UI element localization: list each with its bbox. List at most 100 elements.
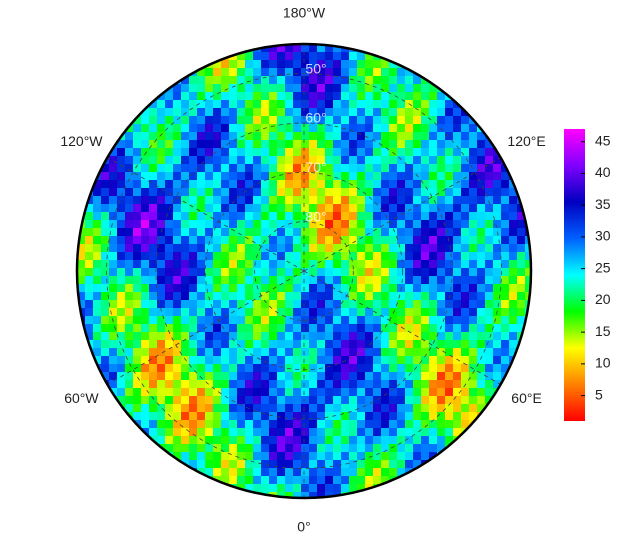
map-cell	[333, 68, 342, 77]
map-cell	[197, 356, 206, 365]
map-cell	[189, 220, 198, 229]
map-cell	[157, 156, 166, 165]
map-cell	[461, 300, 470, 309]
map-cell	[333, 356, 342, 365]
map-cell	[413, 404, 422, 413]
map-cell	[429, 308, 438, 317]
map-cell	[469, 188, 478, 197]
map-cell	[301, 380, 310, 389]
map-cell	[261, 100, 270, 109]
map-cell	[229, 228, 238, 237]
map-cell	[221, 300, 230, 309]
map-cell	[285, 332, 294, 341]
map-cell	[229, 420, 238, 429]
map-cell	[277, 300, 286, 309]
map-cell	[141, 268, 150, 277]
map-cell	[221, 292, 230, 301]
map-cell	[429, 284, 438, 293]
map-cell	[357, 484, 366, 493]
map-cell	[117, 396, 126, 405]
map-cell	[373, 428, 382, 437]
map-cell	[317, 180, 326, 189]
map-cell	[381, 428, 390, 437]
map-cell	[261, 60, 270, 69]
map-cell	[469, 172, 478, 181]
map-cell	[189, 228, 198, 237]
map-cell	[133, 284, 142, 293]
map-cell	[461, 276, 470, 285]
map-cell	[341, 388, 350, 397]
map-cell	[381, 236, 390, 245]
map-cell	[365, 340, 374, 349]
map-cell	[133, 180, 142, 189]
map-cell	[117, 164, 126, 173]
map-cell	[301, 180, 310, 189]
map-cell	[517, 292, 526, 301]
map-cell	[325, 252, 334, 261]
map-cell	[461, 404, 470, 413]
map-cell	[381, 396, 390, 405]
map-cell	[221, 212, 230, 221]
map-cell	[445, 348, 454, 357]
map-cell	[429, 412, 438, 421]
map-cell	[293, 308, 302, 317]
map-cell	[445, 420, 454, 429]
map-cell	[109, 188, 118, 197]
map-cell	[421, 348, 430, 357]
map-cell	[197, 452, 206, 461]
map-cell	[213, 244, 222, 253]
map-cell	[117, 236, 126, 245]
map-cell	[453, 148, 462, 157]
map-cell	[261, 148, 270, 157]
map-cell	[453, 228, 462, 237]
map-cell	[309, 300, 318, 309]
map-cell	[125, 236, 134, 245]
map-cell	[317, 308, 326, 317]
map-cell	[429, 356, 438, 365]
map-cell	[477, 252, 486, 261]
map-cell	[405, 84, 414, 93]
map-cell	[181, 292, 190, 301]
map-cell	[405, 284, 414, 293]
map-cell	[309, 436, 318, 445]
longitude-label: 120°E	[507, 133, 545, 149]
map-cell	[317, 492, 326, 498]
map-cell	[333, 164, 342, 173]
map-cell	[317, 324, 326, 333]
map-cell	[381, 308, 390, 317]
map-cell	[453, 372, 462, 381]
longitude-label: 0°	[297, 519, 310, 535]
map-cell	[309, 428, 318, 437]
map-cell	[325, 436, 334, 445]
map-cell	[229, 140, 238, 149]
map-cell	[165, 180, 174, 189]
map-cell	[397, 236, 406, 245]
map-cell	[317, 148, 326, 157]
map-cell	[173, 396, 182, 405]
map-cell	[165, 228, 174, 237]
map-cell	[309, 244, 318, 253]
map-cell	[269, 212, 278, 221]
map-cell	[277, 340, 286, 349]
map-cell	[269, 380, 278, 389]
map-cell	[181, 108, 190, 117]
map-cell	[157, 244, 166, 253]
map-cell	[181, 204, 190, 213]
map-cell	[173, 404, 182, 413]
map-cell	[325, 76, 334, 85]
map-cell	[357, 188, 366, 197]
map-cell	[285, 132, 294, 141]
map-cell	[437, 428, 446, 437]
map-cell	[421, 84, 430, 93]
map-cell	[397, 356, 406, 365]
map-cell	[309, 180, 318, 189]
map-cell	[205, 356, 214, 365]
map-cell	[397, 364, 406, 373]
map-cell	[397, 164, 406, 173]
map-cell	[445, 132, 454, 141]
map-cell	[317, 52, 326, 61]
map-cell	[221, 308, 230, 317]
map-cell	[421, 340, 430, 349]
map-cell	[485, 252, 494, 261]
map-cell	[325, 444, 334, 453]
